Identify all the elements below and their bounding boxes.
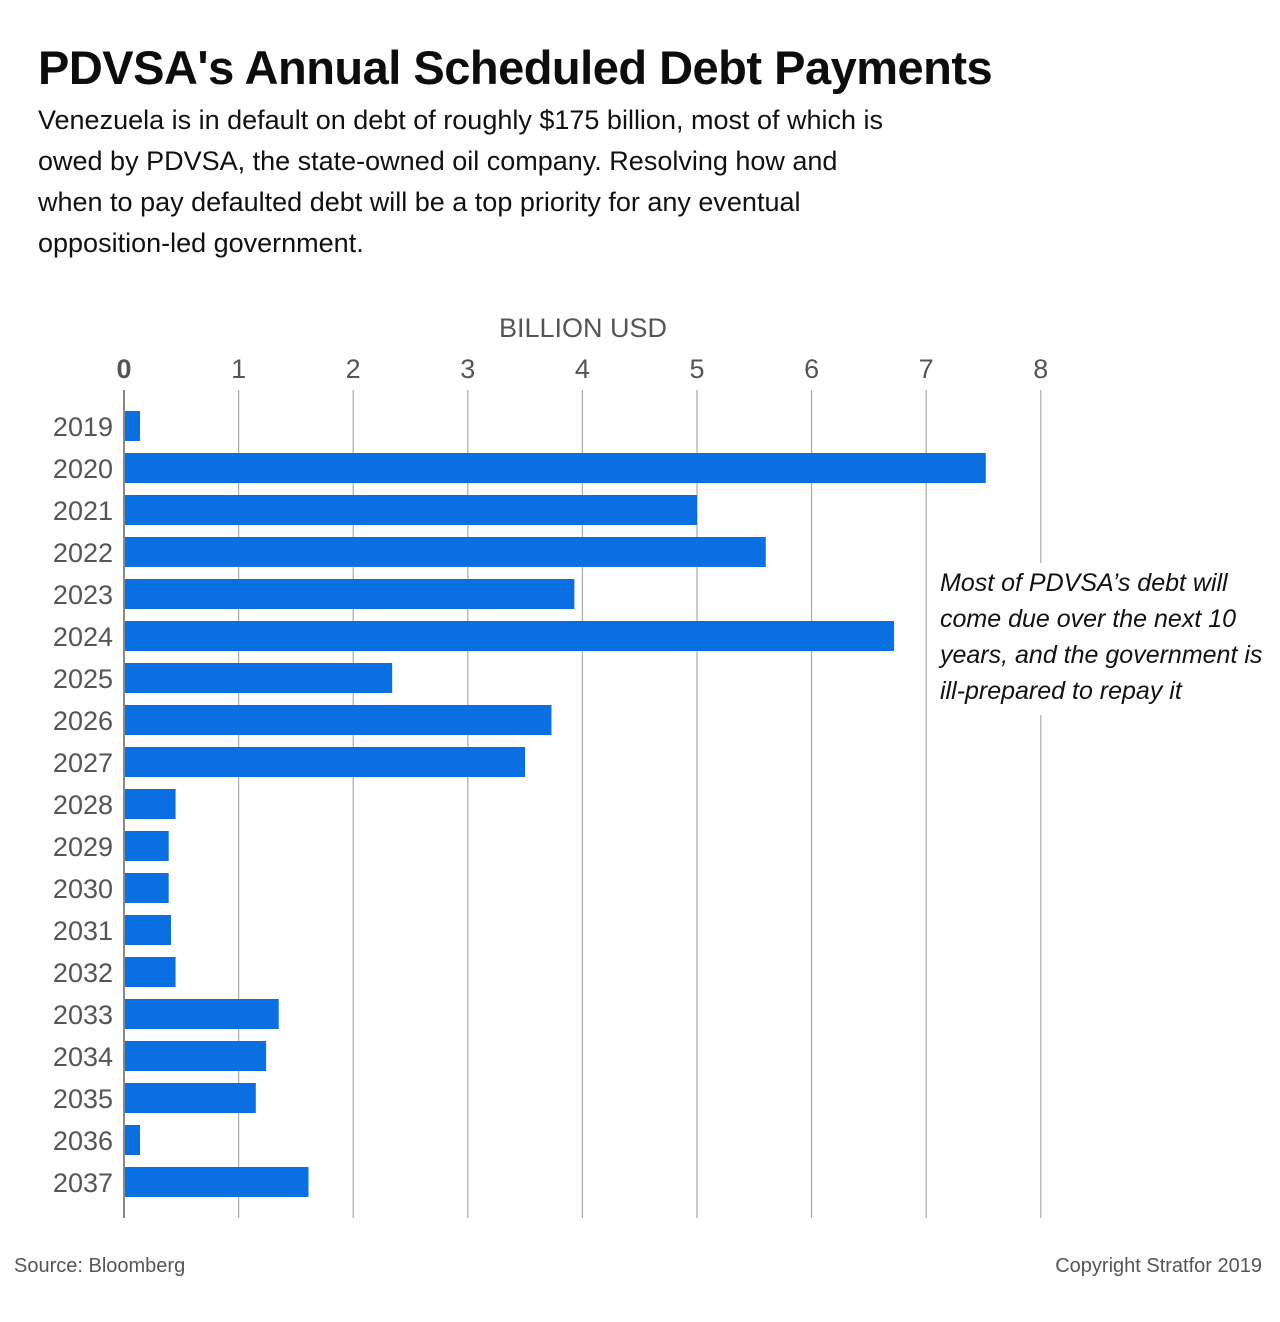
- bar-2019: [125, 411, 141, 441]
- source-note: Source: Bloomberg: [14, 1255, 186, 1277]
- bars: [125, 411, 986, 1197]
- y-category-label-2033: 2033: [53, 1000, 113, 1030]
- x-axis-ticks: 0 1 2 3 4 5 6 7 8: [116, 354, 1048, 384]
- gridlines: [123, 390, 1042, 1218]
- y-category-label-2020: 2020: [53, 454, 113, 484]
- copyright-note: Copyright Stratfor 2019: [1055, 1255, 1262, 1277]
- y-category-label-2034: 2034: [53, 1042, 113, 1072]
- bar-2029: [125, 831, 169, 861]
- y-category-label-2022: 2022: [53, 538, 113, 568]
- x-axis-label: BILLION USD: [499, 313, 667, 343]
- y-category-label-2027: 2027: [53, 748, 113, 778]
- y-category-label-2030: 2030: [53, 874, 113, 904]
- chart-annotation: Most of PDVSA’s debt will come due over …: [940, 563, 1270, 715]
- y-category-label-2025: 2025: [53, 664, 113, 694]
- bar-2032: [125, 957, 176, 987]
- x-tick-label-5: 5: [689, 354, 704, 384]
- y-category-label-2029: 2029: [53, 832, 113, 862]
- y-category-label-2021: 2021: [53, 496, 113, 526]
- bar-2022: [125, 537, 766, 567]
- x-tick-label-6: 6: [804, 354, 819, 384]
- bar-2021: [125, 495, 697, 525]
- bar-2030: [125, 873, 169, 903]
- y-category-label-2024: 2024: [53, 622, 113, 652]
- bar-2026: [125, 705, 552, 735]
- bar-2036: [125, 1125, 141, 1155]
- y-category-label-2019: 2019: [53, 412, 113, 442]
- x-tick-label-8: 8: [1033, 354, 1048, 384]
- y-category-label-2036: 2036: [53, 1126, 113, 1156]
- x-tick-label-1: 1: [231, 354, 246, 384]
- x-tick-label-3: 3: [460, 354, 475, 384]
- bar-2020: [125, 453, 986, 483]
- x-tick-label-0: 0: [116, 354, 131, 384]
- bar-2031: [125, 915, 171, 945]
- bar-2033: [125, 999, 279, 1029]
- bar-2037: [125, 1167, 309, 1197]
- bar-2025: [125, 663, 393, 693]
- bar-2028: [125, 789, 176, 819]
- y-category-label-2037: 2037: [53, 1168, 113, 1198]
- bar-2034: [125, 1041, 267, 1071]
- y-category-label-2026: 2026: [53, 706, 113, 736]
- chart-title: PDVSA's Annual Scheduled Debt Payments: [38, 41, 993, 94]
- bar-2027: [125, 747, 526, 777]
- x-tick-label-2: 2: [346, 354, 361, 384]
- y-category-label-2032: 2032: [53, 958, 113, 988]
- bar-2035: [125, 1083, 256, 1113]
- x-tick-label-4: 4: [575, 354, 590, 384]
- bar-2023: [125, 579, 575, 609]
- y-category-label-2031: 2031: [53, 916, 113, 946]
- y-axis-labels: 2019 2020 2021 2022 2023 2024 2025 2026 2027 2028…: [53, 412, 113, 1198]
- chart-subtitle: Venezuela is in default on debt of rough…: [38, 105, 884, 258]
- x-tick-label-7: 7: [919, 354, 934, 384]
- bar-2024: [125, 621, 895, 651]
- y-category-label-2035: 2035: [53, 1084, 113, 1114]
- y-category-label-2028: 2028: [53, 790, 113, 820]
- y-category-label-2023: 2023: [53, 580, 113, 610]
